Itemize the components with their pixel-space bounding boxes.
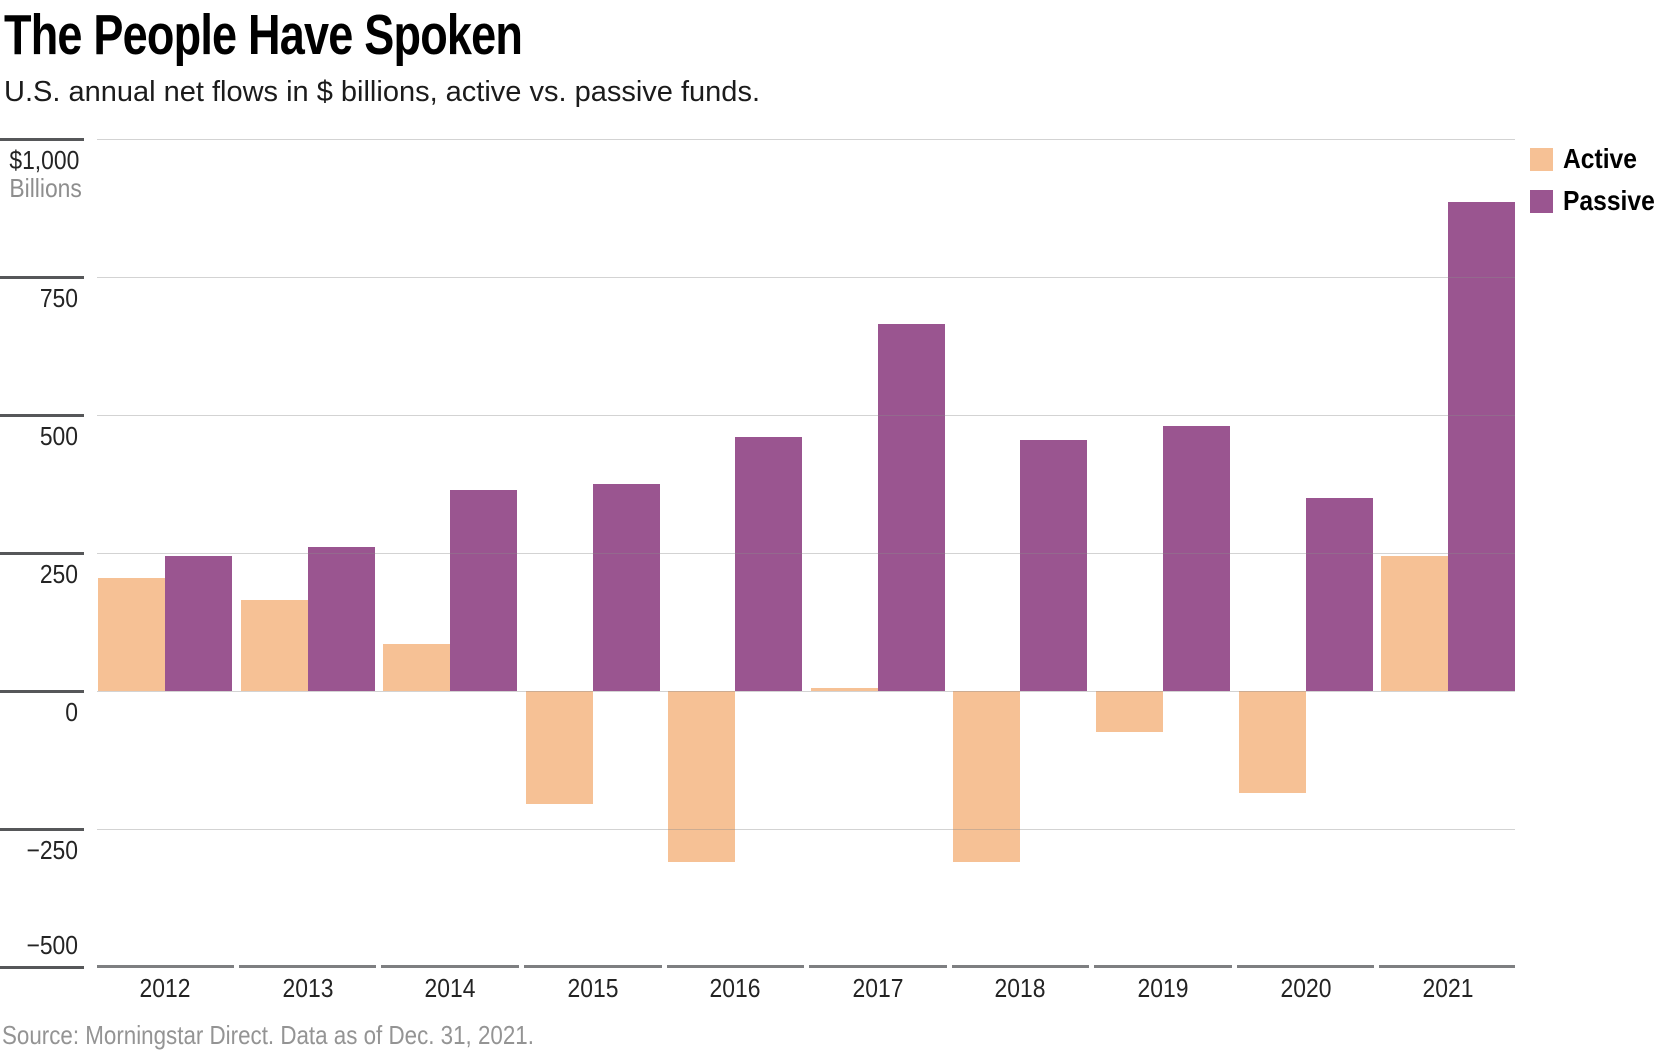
bar-passive-2019 <box>1163 426 1231 691</box>
x-axis-segment <box>1236 964 1375 968</box>
y-axis-tick <box>0 413 84 417</box>
y-axis-tick <box>0 689 84 693</box>
x-axis-label-2019: 2019 <box>1137 973 1189 1003</box>
bar-active-2012 <box>98 577 166 691</box>
active-legend-label: Active <box>1563 143 1637 174</box>
x-axis-segment <box>524 964 662 968</box>
y-gridline <box>97 277 1515 278</box>
y-gridline <box>97 691 1515 692</box>
bar-active-2017 <box>810 688 878 691</box>
bar-active-2015 <box>525 691 593 805</box>
y-axis-tick <box>0 275 84 279</box>
source-note: Source: Morningstar Direct. Data as of D… <box>2 1020 534 1050</box>
y-tick-label: 750 <box>39 283 78 313</box>
passive-legend-swatch <box>1530 189 1553 213</box>
bar-passive-2016 <box>735 437 803 691</box>
x-axis-label-2012: 2012 <box>139 973 191 1003</box>
x-axis-segment <box>1379 964 1515 968</box>
passive-legend-label: Passive <box>1563 185 1655 216</box>
legend-item-active: Active <box>1530 143 1647 175</box>
x-axis-label-2021: 2021 <box>1422 973 1474 1003</box>
y-axis-unit-label: Billions <box>9 173 82 203</box>
y-gridline <box>97 829 1515 830</box>
active-legend-swatch <box>1530 147 1553 171</box>
x-axis-segment <box>97 964 234 968</box>
y-gridline <box>97 553 1515 554</box>
x-axis-label-2014: 2014 <box>424 973 476 1003</box>
y-tick-label: −250 <box>26 835 79 865</box>
bar-active-2020 <box>1238 691 1306 794</box>
bar-active-2013 <box>240 599 308 691</box>
chart-subtitle: U.S. annual net flows in $ billions, act… <box>4 76 760 108</box>
x-axis-label-2018: 2018 <box>995 973 1046 1003</box>
bar-passive-2012 <box>165 555 233 691</box>
bar-active-2018 <box>953 691 1021 863</box>
x-axis-segment <box>381 964 519 968</box>
x-axis-label-2017: 2017 <box>852 973 904 1003</box>
x-axis-segment <box>238 964 377 968</box>
y-gridline <box>97 415 1515 416</box>
bar-passive-2014 <box>450 489 518 691</box>
bar-active-2016 <box>668 691 736 863</box>
x-axis-segment <box>951 964 1090 968</box>
y-tick-label: 250 <box>39 559 78 589</box>
y-gridline <box>97 139 1515 140</box>
bar-active-2014 <box>383 644 451 691</box>
y-tick-label: 0 <box>65 697 78 727</box>
y-tick-label: 500 <box>39 421 78 451</box>
bar-active-2019 <box>1096 691 1164 733</box>
bar-active-2021 <box>1381 555 1449 691</box>
y-axis-tick <box>0 551 84 555</box>
y-axis-tick <box>0 827 84 831</box>
x-axis-segment <box>809 964 947 968</box>
x-axis-label-2016: 2016 <box>709 973 761 1003</box>
page-title: The People Have Spoken <box>4 3 523 67</box>
x-axis-segment <box>666 964 805 968</box>
bar-passive-2017 <box>877 323 945 691</box>
x-axis-label-2020: 2020 <box>1280 973 1332 1003</box>
bar-passive-2018 <box>1020 439 1088 691</box>
bar-passive-2015 <box>592 484 660 691</box>
y-tick-label: $1,000 Billions <box>9 145 82 203</box>
x-axis-label-2013: 2013 <box>282 973 334 1003</box>
y-axis-tick <box>0 137 84 141</box>
legend-item-passive: Passive <box>1530 185 1667 217</box>
y-tick-label: −500 <box>26 930 79 960</box>
bar-passive-2013 <box>307 547 375 691</box>
x-axis-label-2015: 2015 <box>567 973 619 1003</box>
x-axis-segment <box>1094 964 1232 968</box>
bar-passive-2021 <box>1448 202 1516 691</box>
y-axis-tick <box>0 965 84 969</box>
bar-passive-2020 <box>1305 497 1373 691</box>
